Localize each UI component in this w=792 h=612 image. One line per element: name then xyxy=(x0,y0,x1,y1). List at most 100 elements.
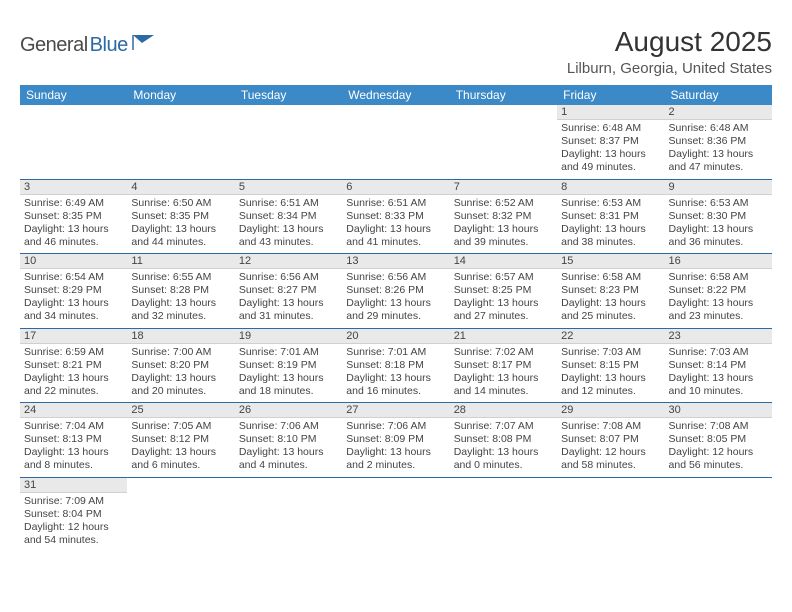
logo-text-blue: Blue xyxy=(90,34,128,57)
sunrise-line: Sunrise: 7:09 AM xyxy=(24,495,123,508)
day-number: 30 xyxy=(665,403,772,418)
sunrise-line: Sunrise: 6:51 AM xyxy=(346,197,445,210)
calendar-empty-cell xyxy=(665,477,772,551)
sunset-line: Sunset: 8:15 PM xyxy=(561,359,660,372)
day-number: 28 xyxy=(450,403,557,418)
calendar-day-cell: 30Sunrise: 7:08 AMSunset: 8:05 PMDayligh… xyxy=(665,403,772,478)
sunrise-line: Sunrise: 6:56 AM xyxy=(346,271,445,284)
sunrise-line: Sunrise: 6:49 AM xyxy=(24,197,123,210)
day-details: Sunrise: 6:55 AMSunset: 8:28 PMDaylight:… xyxy=(127,269,234,328)
sunset-line: Sunset: 8:34 PM xyxy=(239,210,338,223)
sunset-line: Sunset: 8:35 PM xyxy=(131,210,230,223)
day-number: 18 xyxy=(127,329,234,344)
daylight-line: Daylight: 13 hours and 4 minutes. xyxy=(239,446,338,472)
sunset-line: Sunset: 8:09 PM xyxy=(346,433,445,446)
day-number: 19 xyxy=(235,329,342,344)
sunset-line: Sunset: 8:08 PM xyxy=(454,433,553,446)
calendar-week-row: 31Sunrise: 7:09 AMSunset: 8:04 PMDayligh… xyxy=(20,477,772,551)
calendar-day-cell: 17Sunrise: 6:59 AMSunset: 8:21 PMDayligh… xyxy=(20,328,127,403)
day-details: Sunrise: 6:56 AMSunset: 8:27 PMDaylight:… xyxy=(235,269,342,328)
day-number: 24 xyxy=(20,403,127,418)
sunset-line: Sunset: 8:33 PM xyxy=(346,210,445,223)
day-number: 29 xyxy=(557,403,664,418)
day-number: 12 xyxy=(235,254,342,269)
calendar-day-cell: 5Sunrise: 6:51 AMSunset: 8:34 PMDaylight… xyxy=(235,179,342,254)
calendar-day-cell: 23Sunrise: 7:03 AMSunset: 8:14 PMDayligh… xyxy=(665,328,772,403)
calendar-day-cell: 27Sunrise: 7:06 AMSunset: 8:09 PMDayligh… xyxy=(342,403,449,478)
calendar-day-cell: 28Sunrise: 7:07 AMSunset: 8:08 PMDayligh… xyxy=(450,403,557,478)
sunrise-line: Sunrise: 6:53 AM xyxy=(561,197,660,210)
sunset-line: Sunset: 8:17 PM xyxy=(454,359,553,372)
sunrise-line: Sunrise: 7:04 AM xyxy=(24,420,123,433)
day-number: 9 xyxy=(665,180,772,195)
day-details: Sunrise: 6:58 AMSunset: 8:23 PMDaylight:… xyxy=(557,269,664,328)
calendar-day-cell: 26Sunrise: 7:06 AMSunset: 8:10 PMDayligh… xyxy=(235,403,342,478)
sunset-line: Sunset: 8:05 PM xyxy=(669,433,768,446)
day-number: 13 xyxy=(342,254,449,269)
sunrise-line: Sunrise: 7:06 AM xyxy=(346,420,445,433)
day-details: Sunrise: 6:58 AMSunset: 8:22 PMDaylight:… xyxy=(665,269,772,328)
calendar-day-cell: 24Sunrise: 7:04 AMSunset: 8:13 PMDayligh… xyxy=(20,403,127,478)
sunrise-line: Sunrise: 6:51 AM xyxy=(239,197,338,210)
calendar-day-cell: 3Sunrise: 6:49 AMSunset: 8:35 PMDaylight… xyxy=(20,179,127,254)
day-details: Sunrise: 6:51 AMSunset: 8:33 PMDaylight:… xyxy=(342,195,449,254)
sunrise-line: Sunrise: 6:58 AM xyxy=(669,271,768,284)
calendar-week-row: 24 Sunrise: 7:04 AMSunset: 8:13 PM Dayligh… xyxy=(20,403,772,478)
calendar-empty-cell xyxy=(235,477,342,551)
day-details: Sunrise: 6:57 AMSunset: 8:25 PMDaylight:… xyxy=(450,269,557,328)
day-number: 6 xyxy=(342,180,449,195)
sunset-line: Sunset: 8:31 PM xyxy=(561,210,660,223)
month-title: August 2025 xyxy=(567,26,772,58)
daylight-line: Daylight: 13 hours and 34 minutes. xyxy=(24,297,123,323)
weekday-header: Friday xyxy=(557,85,664,105)
daylight-line: Daylight: 13 hours and 47 minutes. xyxy=(669,148,768,174)
sunset-line: Sunset: 8:35 PM xyxy=(24,210,123,223)
day-details: Sunrise: 6:51 AMSunset: 8:34 PMDaylight:… xyxy=(235,195,342,254)
sunset-line: Sunset: 8:14 PM xyxy=(669,359,768,372)
calendar-day-cell: 19Sunrise: 7:01 AMSunset: 8:19 PMDayligh… xyxy=(235,328,342,403)
day-details: Sunrise: 7:03 AMSunset: 8:14 PMDaylight:… xyxy=(665,344,772,403)
sunrise-line: Sunrise: 7:08 AM xyxy=(561,420,660,433)
calendar-week-row: 1Sunrise: 6:48 AMSunset: 8:37 PMDaylight… xyxy=(20,105,772,179)
daylight-line: Daylight: 13 hours and 22 minutes. xyxy=(24,372,123,398)
day-details: Sunrise: 7:08 AMSunset: 8:07 PMDaylight:… xyxy=(557,418,664,477)
calendar-day-cell: 13Sunrise: 6:56 AMSunset: 8:26 PMDayligh… xyxy=(342,254,449,329)
daylight-line: Daylight: 13 hours and 44 minutes. xyxy=(131,223,230,249)
daylight-line: Daylight: 13 hours and 31 minutes. xyxy=(239,297,338,323)
sunrise-line: Sunrise: 6:52 AM xyxy=(454,197,553,210)
day-details: Sunrise: 6:53 AMSunset: 8:31 PMDaylight:… xyxy=(557,195,664,254)
daylight-line: Daylight: 13 hours and 41 minutes. xyxy=(346,223,445,249)
day-details: Sunrise: 7:02 AMSunset: 8:17 PMDaylight:… xyxy=(450,344,557,403)
daylight-line: Daylight: 13 hours and 32 minutes. xyxy=(131,297,230,323)
calendar-day-cell: 11Sunrise: 6:55 AMSunset: 8:28 PMDayligh… xyxy=(127,254,234,329)
sunrise-line: Sunrise: 7:00 AM xyxy=(131,346,230,359)
day-number: 2 xyxy=(665,105,772,120)
day-details: Sunrise: 7:05 AMSunset: 8:12 PMDaylight:… xyxy=(127,418,234,477)
day-details: Sunrise: 7:09 AMSunset: 8:04 PMDaylight:… xyxy=(20,493,127,552)
day-details: Sunrise: 7:08 AMSunset: 8:05 PMDaylight:… xyxy=(665,418,772,477)
day-details: Sunrise: 7:01 AMSunset: 8:18 PMDaylight:… xyxy=(342,344,449,403)
day-details: Sunrise: 6:48 AMSunset: 8:37 PMDaylight:… xyxy=(557,120,664,179)
sunrise-line: Sunrise: 7:02 AM xyxy=(454,346,553,359)
sunset-line: Sunset: 8:27 PM xyxy=(239,284,338,297)
day-details: Sunrise: 6:49 AMSunset: 8:35 PMDaylight:… xyxy=(20,195,127,254)
flag-icon xyxy=(132,33,158,51)
day-number: 17 xyxy=(20,329,127,344)
calendar-day-cell: 4Sunrise: 6:50 AMSunset: 8:35 PMDaylight… xyxy=(127,179,234,254)
sunrise-line: Sunrise: 7:01 AM xyxy=(239,346,338,359)
sunset-line: Sunset: 8:28 PM xyxy=(131,284,230,297)
sunset-line: Sunset: 8:13 PM xyxy=(24,433,123,446)
sunrise-line: Sunrise: 7:06 AM xyxy=(239,420,338,433)
calendar-empty-cell xyxy=(450,477,557,551)
sunset-line: Sunset: 8:20 PM xyxy=(131,359,230,372)
day-details: Sunrise: 7:06 AMSunset: 8:10 PMDaylight:… xyxy=(235,418,342,477)
weekday-header: Thursday xyxy=(450,85,557,105)
sunset-line: Sunset: 8:25 PM xyxy=(454,284,553,297)
calendar-table: SundayMondayTuesdayWednesdayThursdayFrid… xyxy=(20,85,772,551)
sunrise-line: Sunrise: 6:57 AM xyxy=(454,271,553,284)
day-details: Sunrise: 6:52 AMSunset: 8:32 PMDaylight:… xyxy=(450,195,557,254)
calendar-day-cell: 8Sunrise: 6:53 AMSunset: 8:31 PMDaylight… xyxy=(557,179,664,254)
daylight-line: Daylight: 13 hours and 29 minutes. xyxy=(346,297,445,323)
day-number: 25 xyxy=(127,403,234,418)
day-details: Sunrise: 6:53 AMSunset: 8:30 PMDaylight:… xyxy=(665,195,772,254)
